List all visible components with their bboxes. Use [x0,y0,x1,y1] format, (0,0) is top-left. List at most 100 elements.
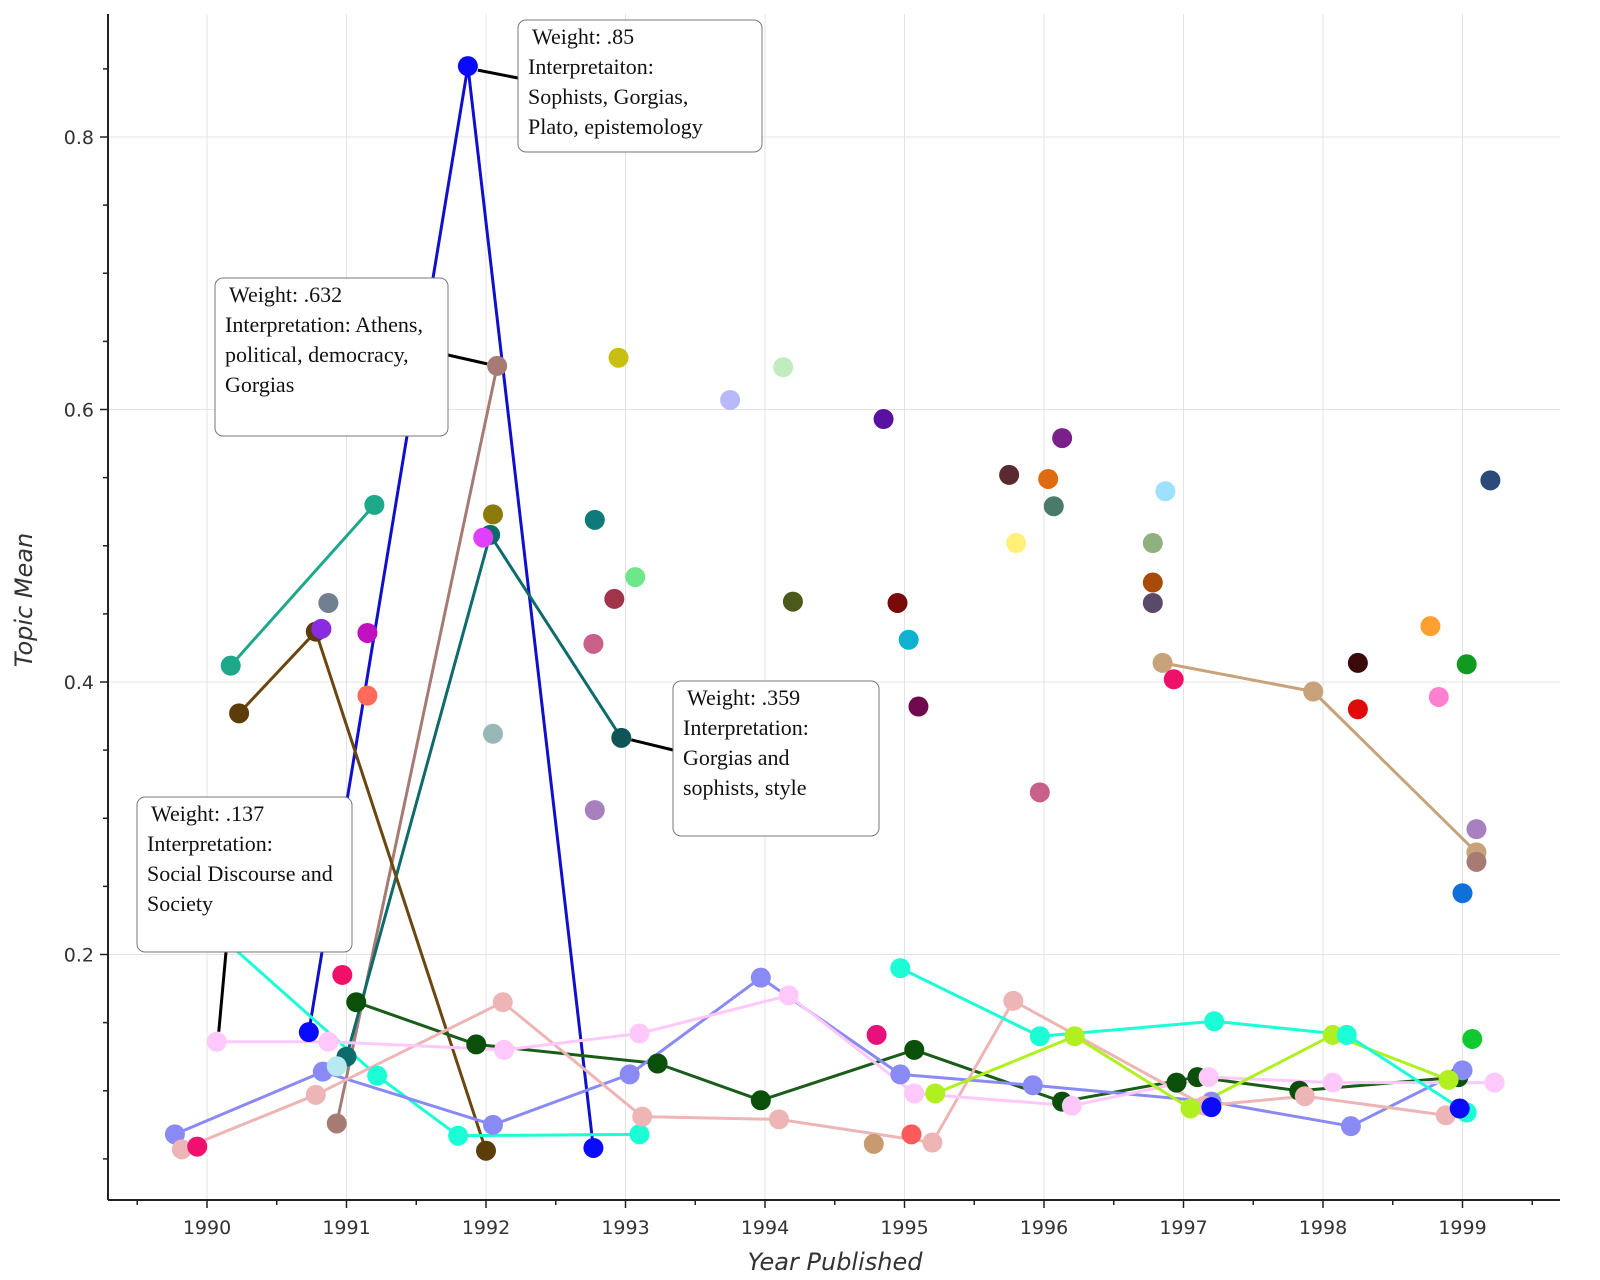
data-point [720,389,741,410]
x-tick-label: 1999 [1438,1217,1486,1239]
data-point [1336,1024,1357,1045]
data-point [1163,669,1184,690]
data-point [583,1137,604,1158]
data-point [890,1064,911,1085]
data-point [1347,652,1368,673]
data-points [164,56,1505,1161]
data-point [1142,592,1163,613]
data-point [1006,533,1027,554]
data-point [1420,616,1441,637]
data-point [1061,1095,1082,1116]
data-point [1303,681,1324,702]
x-tick-label: 1998 [1299,1217,1347,1239]
annotation: Weight: .359 Interpretation: Gorgias and so… [630,680,880,837]
data-point [482,1114,503,1135]
data-point [922,1132,943,1153]
data-point [220,655,241,676]
data-point [647,1053,668,1074]
annotation-text: Interpretation: Athens, [225,312,423,337]
data-point [750,967,771,988]
data-point [604,588,625,609]
series-line [216,993,1495,1108]
data-point [890,958,911,979]
data-point [1449,1098,1470,1119]
data-point [1466,819,1487,840]
data-point [782,591,803,612]
data-point [346,992,367,1013]
annotation-text: Gorgias [225,372,294,397]
data-point [1003,990,1024,1011]
data-point [1152,652,1173,673]
annotation-text: Gorgias and [683,745,790,770]
series-line [307,64,595,1149]
data-point [492,992,513,1013]
data-point [473,527,494,548]
annotation-box [517,19,763,153]
data-point [898,629,919,650]
data-point [1038,468,1059,489]
data-point [326,1113,347,1134]
annotation-text: Weight: .85 [532,24,634,49]
data-point [1064,1026,1085,1047]
data-point [625,567,646,588]
data-point [1155,481,1176,502]
annotation-text: Interpretation: [147,831,273,856]
x-tick-label: 1994 [741,1217,789,1239]
data-point [1452,883,1473,904]
data-point [925,1083,946,1104]
series-line [219,935,640,1138]
annotation-text: Society [147,891,213,916]
data-point [1029,782,1050,803]
data-point [583,633,604,654]
data-point [1294,1086,1315,1107]
annotation-leader [447,353,488,366]
data-point [206,1031,227,1052]
data-point [608,347,629,368]
data-point [318,1031,339,1052]
data-point [887,592,908,613]
data-point [367,1065,388,1086]
annotation-text: Weight: .137 [151,801,264,826]
data-point [494,1039,515,1060]
data-point [1456,654,1477,675]
annotation-text: Interpretation: [683,715,809,740]
data-point [866,1024,887,1045]
x-tick-label: 1995 [880,1217,928,1239]
x-tick-label: 1990 [183,1217,231,1239]
data-point [487,355,508,376]
annotation-text: Weight: .632 [229,282,342,307]
data-point [229,703,250,724]
data-point [773,357,794,378]
data-point [1462,1028,1483,1049]
data-point [1340,1116,1361,1137]
data-point [1428,686,1449,707]
x-tick-label: 1996 [1020,1217,1068,1239]
x-tick-label: 1997 [1159,1217,1207,1239]
data-point [448,1125,469,1146]
y-tick-label: 0.6 [64,400,94,422]
annotation-text: Plato, epistemology [528,114,703,139]
annotation-leader [477,68,519,80]
data-point [1480,470,1501,491]
data-point [1204,1011,1225,1032]
data-point [164,1124,185,1145]
annotation: Weight: .632 Interpretation: Athens, polit… [214,277,488,437]
annotation-box [672,680,880,837]
x-axis-title: Year Published [748,1248,924,1276]
data-point [1029,1026,1050,1047]
data-point [904,1039,925,1060]
series-line [345,533,623,1058]
series-line [181,999,1447,1151]
data-point [584,509,605,530]
data-point [364,494,385,515]
data-point [768,1109,789,1130]
data-point [1052,428,1073,449]
data-point [482,723,503,744]
y-tick-label: 0.8 [64,127,94,149]
data-point [357,622,378,643]
series-line [174,976,1464,1136]
data-point [171,1139,192,1160]
data-point [1322,1072,1343,1093]
series-line [229,503,376,667]
